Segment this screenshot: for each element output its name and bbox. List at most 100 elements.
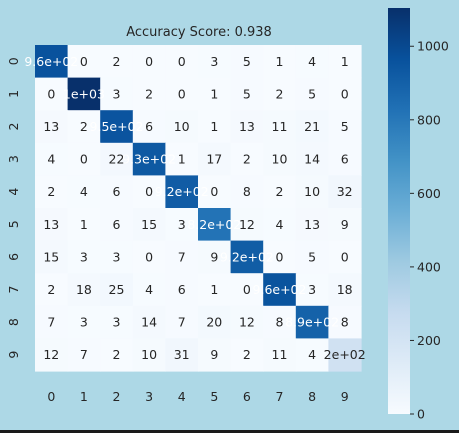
heatmap-cell-0-1	[67, 45, 101, 79]
heatmap-cell-2-9	[328, 110, 362, 144]
y-tick-label: 4	[6, 188, 21, 196]
heatmap-cell-9-8	[295, 338, 329, 372]
heatmap-cell-3-5	[198, 142, 232, 176]
heatmap-cell-6-4	[165, 240, 199, 274]
cell-label-5-0: 13	[43, 217, 59, 232]
cell-label-4-7: 2	[276, 184, 284, 199]
heatmap-cell-6-6	[230, 240, 264, 274]
y-tick-label: 9	[6, 351, 21, 359]
cell-label-9-1: 7	[80, 347, 88, 362]
heatmap-cell-0-5	[198, 45, 232, 79]
cell-label-6-8: 5	[308, 249, 316, 264]
cell-label-6-4: 7	[178, 249, 186, 264]
heatmap-cell-2-0	[35, 110, 69, 144]
cell-label-4-9: 32	[337, 184, 353, 199]
cell-label-0-0: 9.6e+02	[24, 54, 78, 69]
cell-label-9-6: 2	[243, 347, 251, 362]
cell-label-3-1: 0	[80, 152, 88, 167]
heatmap-cell-5-5	[198, 208, 232, 242]
cell-label-5-8: 13	[304, 217, 320, 232]
heatmap-cell-7-9	[328, 273, 362, 307]
heatmap-cell-6-3	[132, 240, 166, 274]
heatmap-cell-4-5	[198, 175, 232, 209]
cell-label-3-4: 1	[178, 152, 186, 167]
cell-label-6-2: 3	[113, 249, 121, 264]
heatmap-cells	[35, 45, 362, 372]
colorbar	[388, 8, 410, 414]
cell-label-4-5: 0	[210, 184, 218, 199]
x-tick-label: 7	[276, 389, 284, 404]
y-tick-label: 8	[6, 318, 21, 326]
cell-label-3-8: 14	[304, 152, 320, 167]
heatmap-cell-9-4	[165, 338, 199, 372]
heatmap-cell-8-6	[230, 305, 264, 339]
heatmap-cell-7-5	[198, 273, 232, 307]
heatmap-cell-0-8	[295, 45, 329, 79]
cell-label-5-3: 15	[141, 217, 157, 232]
heatmap-cell-6-8	[295, 240, 329, 274]
heatmap-cell-0-7	[263, 45, 297, 79]
heatmap-cell-7-3	[132, 273, 166, 307]
heatmap-cell-7-7	[263, 273, 297, 307]
heatmap-cell-8-2	[100, 305, 134, 339]
cell-label-4-3: 0	[145, 184, 153, 199]
cell-label-9-3: 10	[141, 347, 157, 362]
cell-label-6-1: 3	[80, 249, 88, 264]
cell-label-0-9: 1	[341, 54, 349, 69]
cell-label-7-0: 2	[47, 282, 55, 297]
y-tick-label: 6	[6, 253, 21, 261]
cell-label-9-5: 9	[210, 347, 218, 362]
cell-label-9-2: 2	[113, 347, 121, 362]
cell-label-8-8: 8.9e+02	[285, 315, 339, 330]
heatmap-cell-8-8	[295, 305, 329, 339]
heatmap-cell-8-7	[263, 305, 297, 339]
cell-label-2-3: 6	[145, 119, 153, 134]
window-bottom-border	[0, 430, 459, 433]
heatmap-cell-9-3	[132, 338, 166, 372]
cell-label-9-9: 2e+02	[324, 347, 366, 362]
cell-label-6-6: 9.2e+02	[220, 249, 274, 264]
cell-label-3-0: 4	[47, 152, 55, 167]
cell-label-6-7: 0	[276, 249, 284, 264]
heatmap-cell-1-6	[230, 77, 264, 111]
cell-label-9-0: 12	[43, 347, 59, 362]
cell-label-8-6: 12	[239, 315, 255, 330]
x-tick-label: 0	[47, 389, 55, 404]
x-tick-label: 1	[80, 389, 88, 404]
cell-label-0-7: 1	[276, 54, 284, 69]
cell-label-5-1: 1	[80, 217, 88, 232]
x-tick-label: 8	[308, 389, 316, 404]
heatmap-cell-5-1	[67, 208, 101, 242]
cell-label-0-1: 0	[80, 54, 88, 69]
cell-label-2-9: 5	[341, 119, 349, 134]
cell-label-8-5: 20	[206, 315, 222, 330]
heatmap-cell-8-3	[132, 305, 166, 339]
cell-label-1-7: 2	[276, 86, 284, 101]
cell-label-7-9: 18	[337, 282, 353, 297]
heatmap-cell-6-7	[263, 240, 297, 274]
heatmap-cell-3-8	[295, 142, 329, 176]
heatmap-cell-9-0	[35, 338, 69, 372]
cell-label-0-2: 2	[113, 54, 121, 69]
heatmap-cell-1-3	[132, 77, 166, 111]
heatmap-cell-5-6	[230, 208, 264, 242]
heatmap-cell-2-5	[198, 110, 232, 144]
cell-label-0-8: 4	[308, 54, 316, 69]
colorbar-tick-label: 400	[417, 259, 441, 274]
cell-label-1-0: 0	[47, 86, 55, 101]
heatmap-cell-4-6	[230, 175, 264, 209]
cell-label-0-4: 0	[178, 54, 186, 69]
cell-label-5-6: 12	[239, 217, 255, 232]
colorbar-tick-label: 600	[417, 186, 441, 201]
cell-label-5-4: 3	[178, 217, 186, 232]
y-tick-label: 5	[6, 220, 21, 228]
cell-label-7-4: 6	[178, 282, 186, 297]
heatmap-cell-8-5	[198, 305, 232, 339]
heatmap-cell-9-2	[100, 338, 134, 372]
heatmap-cell-7-4	[165, 273, 199, 307]
heatmap-cell-2-4	[165, 110, 199, 144]
cell-label-1-3: 2	[145, 86, 153, 101]
cell-label-2-1: 2	[80, 119, 88, 134]
y-tick-label: 0	[6, 57, 21, 65]
heatmap-cell-0-6	[230, 45, 264, 79]
